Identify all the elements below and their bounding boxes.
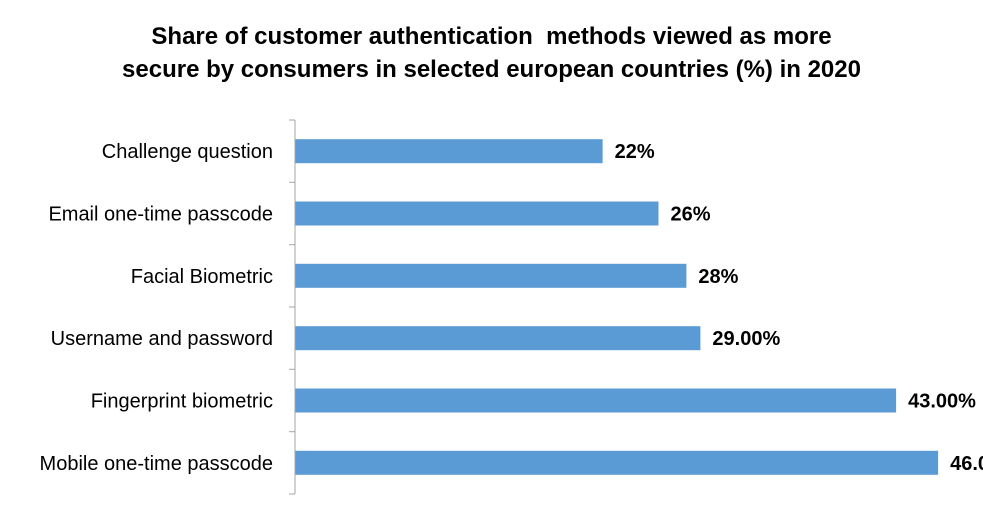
data-label: 43.00% bbox=[908, 391, 976, 413]
data-label: 28% bbox=[698, 266, 738, 288]
data-label: 29.00% bbox=[712, 328, 780, 350]
data-label: 46.00% bbox=[950, 453, 983, 475]
category-label: Facial Biometric bbox=[131, 266, 273, 288]
bar bbox=[295, 139, 603, 164]
chart-title: Share of customer authentication methods… bbox=[0, 20, 983, 86]
category-label: Email one-time passcode bbox=[48, 204, 273, 226]
category-label: Challenge question bbox=[102, 141, 273, 163]
bar bbox=[295, 263, 687, 288]
bar bbox=[295, 450, 939, 475]
chart-title-line-2: secure by consumers in selected european… bbox=[122, 56, 861, 83]
category-label: Username and password bbox=[51, 328, 273, 350]
bars-layer bbox=[295, 139, 939, 475]
bar bbox=[295, 388, 897, 413]
category-label: Fingerprint biometric bbox=[91, 391, 273, 413]
data-label: 26% bbox=[671, 204, 711, 226]
bar bbox=[295, 326, 701, 351]
data-label: 22% bbox=[615, 141, 655, 163]
chart-title-line-1: Share of customer authentication methods… bbox=[151, 23, 832, 50]
bar bbox=[295, 201, 659, 226]
category-axis bbox=[289, 119, 296, 495]
labels-layer: Challenge question 22% Email one-time pass… bbox=[40, 141, 983, 475]
category-label: Mobile one-time passcode bbox=[40, 453, 273, 475]
